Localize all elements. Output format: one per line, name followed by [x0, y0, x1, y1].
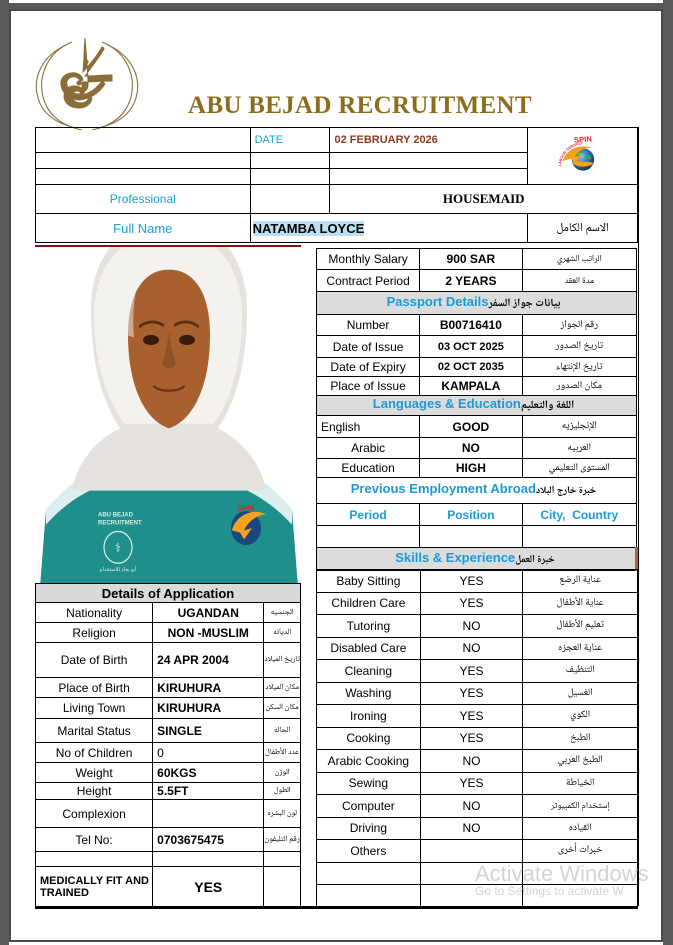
svg-text:⚕: ⚕: [115, 541, 121, 555]
svg-text:SPIN: SPIN: [238, 504, 254, 514]
svg-text:RECRUITMENT: RECRUITMENT: [98, 519, 142, 526]
svg-text:أبو بجاد للاستخدام: أبو بجاد للاستخدام: [100, 565, 137, 573]
svg-text:ABU BEJAD: ABU BEJAD: [98, 511, 133, 518]
